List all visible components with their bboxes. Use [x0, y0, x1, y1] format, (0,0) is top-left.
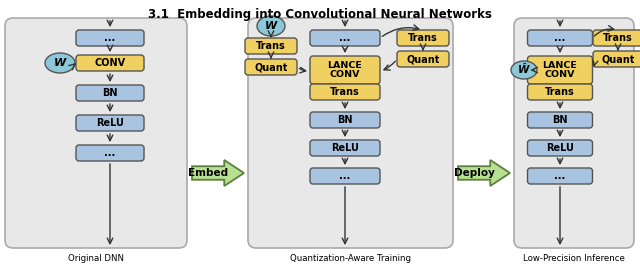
FancyBboxPatch shape — [527, 168, 593, 184]
Ellipse shape — [257, 16, 285, 36]
Text: ...: ... — [104, 148, 116, 158]
Text: 3.1  Embedding into Convolutional Neural Networks: 3.1 Embedding into Convolutional Neural … — [148, 8, 492, 21]
Text: LANCE
CONV: LANCE CONV — [328, 61, 362, 79]
FancyBboxPatch shape — [527, 112, 593, 128]
Text: Embed: Embed — [188, 168, 228, 178]
Text: Quant: Quant — [602, 54, 635, 64]
FancyBboxPatch shape — [310, 84, 380, 100]
Text: ReLU: ReLU — [96, 118, 124, 128]
Text: ...: ... — [339, 171, 351, 181]
Text: Quant: Quant — [254, 62, 288, 72]
Text: Trans: Trans — [330, 87, 360, 97]
FancyBboxPatch shape — [245, 59, 297, 75]
Text: Trans: Trans — [408, 33, 438, 43]
Text: Quant: Quant — [406, 54, 440, 64]
Text: Trans: Trans — [545, 87, 575, 97]
Text: ReLU: ReLU — [546, 143, 574, 153]
Text: Ŵ: Ŵ — [518, 65, 530, 75]
Text: Low-Precision Inference: Low-Precision Inference — [523, 254, 625, 263]
FancyBboxPatch shape — [527, 30, 593, 46]
FancyBboxPatch shape — [310, 140, 380, 156]
FancyBboxPatch shape — [76, 55, 144, 71]
FancyBboxPatch shape — [248, 18, 453, 248]
Polygon shape — [192, 160, 244, 186]
Text: W: W — [265, 21, 277, 31]
FancyBboxPatch shape — [310, 56, 380, 84]
FancyBboxPatch shape — [527, 140, 593, 156]
Text: ...: ... — [104, 33, 116, 43]
FancyBboxPatch shape — [593, 51, 640, 67]
Text: Quantization-Aware Training: Quantization-Aware Training — [290, 254, 411, 263]
Text: ...: ... — [554, 171, 566, 181]
FancyBboxPatch shape — [527, 84, 593, 100]
Text: ...: ... — [339, 33, 351, 43]
Text: BN: BN — [552, 115, 568, 125]
FancyBboxPatch shape — [310, 30, 380, 46]
Text: ...: ... — [554, 33, 566, 43]
FancyBboxPatch shape — [76, 115, 144, 131]
FancyBboxPatch shape — [310, 168, 380, 184]
Text: W: W — [54, 58, 66, 68]
Text: ReLU: ReLU — [331, 143, 359, 153]
FancyBboxPatch shape — [76, 30, 144, 46]
Text: BN: BN — [102, 88, 118, 98]
FancyBboxPatch shape — [527, 56, 593, 84]
FancyBboxPatch shape — [245, 38, 297, 54]
FancyBboxPatch shape — [5, 18, 187, 248]
Text: LANCE
CONV: LANCE CONV — [543, 61, 577, 79]
Text: Original DNN: Original DNN — [68, 254, 124, 263]
Text: BN: BN — [337, 115, 353, 125]
Text: Trans: Trans — [256, 41, 286, 51]
Text: Deploy: Deploy — [454, 168, 495, 178]
FancyBboxPatch shape — [76, 145, 144, 161]
FancyBboxPatch shape — [76, 85, 144, 101]
Text: Trans: Trans — [603, 33, 633, 43]
FancyBboxPatch shape — [514, 18, 634, 248]
FancyBboxPatch shape — [593, 30, 640, 46]
Ellipse shape — [45, 53, 75, 73]
FancyBboxPatch shape — [397, 30, 449, 46]
FancyBboxPatch shape — [310, 112, 380, 128]
Ellipse shape — [511, 61, 537, 79]
FancyBboxPatch shape — [397, 51, 449, 67]
Polygon shape — [458, 160, 510, 186]
Text: CONV: CONV — [95, 58, 125, 68]
